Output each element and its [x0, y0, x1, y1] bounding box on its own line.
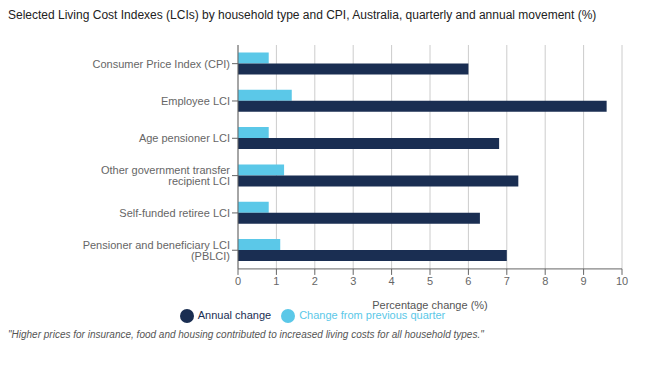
svg-text:Self-funded retiree LCI: Self-funded retiree LCI: [119, 207, 230, 219]
svg-text:1: 1: [273, 275, 279, 287]
svg-text:8: 8: [542, 275, 548, 287]
svg-text:Employee LCI: Employee LCI: [161, 95, 230, 107]
svg-text:9: 9: [581, 275, 587, 287]
svg-text:4: 4: [389, 275, 395, 287]
svg-text:2: 2: [312, 275, 318, 287]
svg-text:7: 7: [504, 275, 510, 287]
svg-text:Age pensioner LCI: Age pensioner LCI: [139, 132, 230, 144]
svg-text:Other government transferrecip: Other government transferrecipient LCI: [101, 164, 230, 187]
html-text:Selected Living Cost Indexes (: Selected Living Cost Indexes (LCIs) by h…: [8, 8, 597, 22]
svg-text:6: 6: [465, 275, 471, 287]
svg-text:10: 10: [616, 275, 628, 287]
svg-text:0: 0: [235, 275, 241, 287]
svg-text:Percentage change (%): Percentage change (%): [372, 299, 488, 311]
html-text:Change from previous quarter: Change from previous quarter: [299, 308, 446, 321]
svg-text:5: 5: [427, 275, 433, 287]
html-text:"Higher prices for insurance,: "Higher prices for insurance, food and h…: [8, 329, 484, 340]
svg-text:3: 3: [350, 275, 356, 287]
svg-text:Pensioner and beneficiary LCI(: Pensioner and beneficiary LCI(PBLCI): [83, 239, 230, 262]
html-text:Annual change: Annual change: [197, 308, 272, 321]
svg-text:Consumer Price Index (CPI): Consumer Price Index (CPI): [92, 58, 230, 70]
